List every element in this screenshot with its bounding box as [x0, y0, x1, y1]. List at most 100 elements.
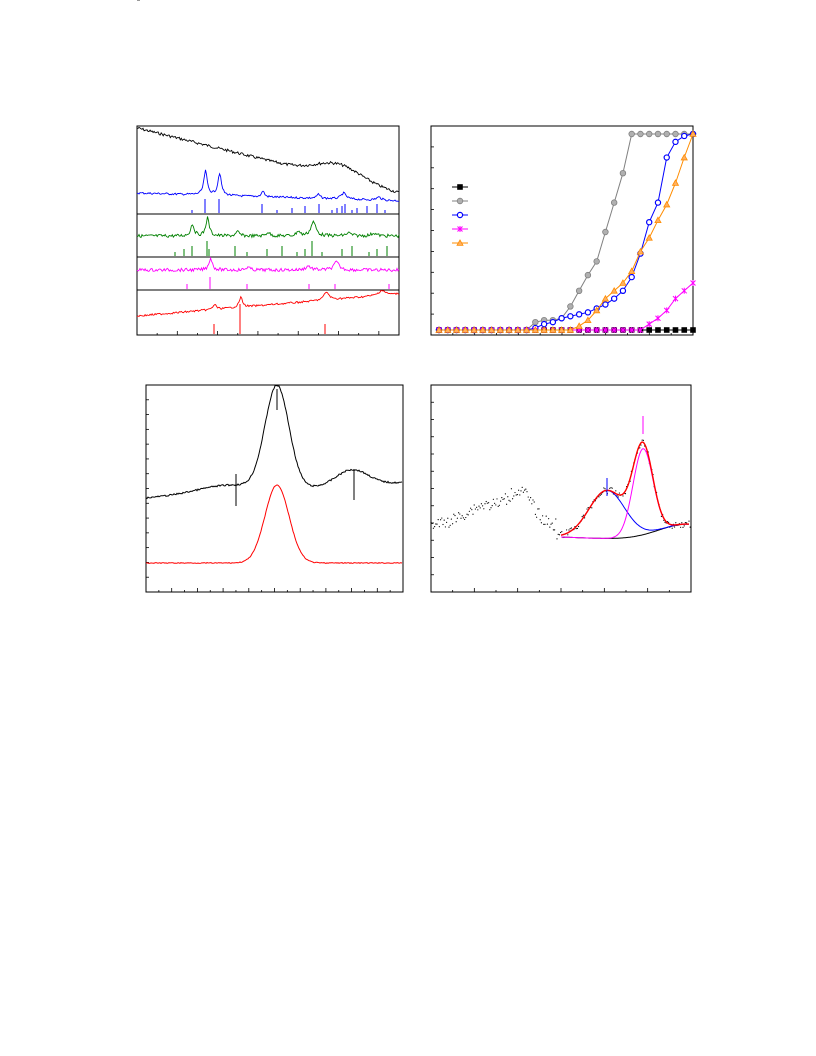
chart-a: [136, 0, 400, 336]
chart-b-frame: [430, 125, 694, 336]
chart-d-data-point: [516, 493, 519, 496]
chart-b-legend: [452, 184, 468, 246]
chart-d-data-point: [462, 517, 464, 519]
chart-b-point: [654, 216, 662, 224]
chart-a-frame: [136, 125, 400, 336]
chart-d-frame: [430, 384, 692, 593]
chart-d-data-point: [618, 492, 621, 494]
chart-b-legend-marker: [456, 197, 464, 205]
chart-d-data-point: [549, 526, 551, 528]
chart-d-data-point: [495, 504, 497, 506]
chart-b-point: [655, 315, 661, 322]
chart-d-data-point: [442, 523, 444, 526]
chart-b-point: [663, 307, 670, 314]
chart-d-data-point: [501, 497, 503, 499]
chart-d-marks: [430, 416, 691, 540]
chart-d-data-point: [680, 526, 682, 528]
chart-c-series-line: [145, 384, 403, 500]
chart-d-data-point: [477, 509, 479, 511]
chart-b-point: [592, 306, 601, 314]
chart-d-data-point: [543, 523, 545, 526]
chart-d-data-point: [536, 516, 538, 518]
chart-d-data-point: [443, 519, 445, 521]
chart-b-point: [479, 326, 487, 333]
chart-d-data-point: [587, 507, 589, 509]
chart-d-ticks: [430, 384, 692, 593]
chart-b-point: [628, 267, 636, 274]
chart-b-point: [452, 326, 461, 333]
chart-b-point: [575, 287, 583, 294]
chart-d-data-point: [554, 529, 556, 531]
chart-d-data-point: [507, 496, 509, 498]
chart-d-data-point: [599, 494, 601, 496]
chart-b-point: [663, 327, 670, 333]
chart-b-point: [654, 199, 662, 206]
chart-b-point: [680, 153, 688, 161]
chart-d-data-point: [502, 498, 504, 501]
chart-d-data-point: [544, 523, 546, 525]
chart-b-point: [646, 130, 653, 138]
chart-b-point: [610, 199, 618, 206]
chart-d-data-point: [483, 508, 485, 510]
chart-d-data-point: [557, 533, 559, 535]
chart-b-point: [637, 327, 644, 333]
chart-d-data-point: [531, 503, 533, 505]
chart-d-data-point: [551, 522, 553, 524]
chart-d-data-point: [532, 499, 534, 501]
chart-d-data-point: [490, 507, 492, 509]
chart-b-point: [690, 327, 696, 333]
chart-b-point: [663, 154, 670, 161]
chart-d-data-point: [604, 488, 606, 490]
chart-b-point: [690, 279, 696, 286]
chart-b-point: [619, 169, 627, 177]
chart-d-data-point: [466, 513, 468, 515]
chart-d-data-point: [437, 519, 439, 521]
chart-b-point: [522, 326, 531, 333]
chart-d-data-point: [603, 487, 605, 489]
chart-b-point: [557, 326, 566, 333]
chart-d-data-point: [591, 507, 593, 509]
chart-d-data-point: [566, 529, 568, 531]
chart-d-data-point: [491, 504, 493, 507]
chart-d-component-1: [560, 489, 689, 536]
chart-d-data-point: [671, 527, 673, 529]
chart-b-point: [654, 130, 662, 138]
chart-d-data-point: [498, 504, 500, 506]
chart-b-point: [628, 273, 635, 281]
chart-d-data-point: [642, 439, 645, 441]
chart-d-data-point: [430, 521, 432, 523]
chart-d-data-point: [436, 523, 438, 525]
chart-d-data-point: [533, 501, 535, 503]
chart-d-data-point: [480, 503, 482, 505]
chart-d-data-point: [525, 488, 527, 490]
chart-d-data-point: [454, 514, 456, 517]
chart-d-data-point: [494, 502, 496, 504]
chart-b-point: [540, 326, 548, 333]
chart-b-point: [549, 326, 557, 333]
chart-d-data-point: [485, 500, 487, 503]
chart-d-data-point: [470, 507, 472, 509]
chart-d-data-point: [456, 517, 458, 519]
chart-d-data-point: [526, 491, 528, 493]
chart-a-series-line: [136, 169, 400, 202]
chart-b-point: [584, 309, 592, 316]
chart-d-data-point: [511, 498, 514, 500]
chart-b-legend-marker: [456, 211, 464, 219]
chart-b-series-group: [435, 130, 697, 333]
chart-d-data-point: [639, 447, 641, 449]
chart-b-point: [585, 327, 591, 333]
chart-d-data-point: [460, 517, 462, 519]
chart-d-data-point: [575, 528, 577, 530]
chart-d-data-point: [578, 525, 580, 528]
chart-b-ticks: [430, 125, 694, 336]
chart-d-data-point: [435, 523, 437, 525]
chart-c-frame: [145, 384, 404, 593]
chart-c-ticks: [145, 384, 404, 593]
chart-d-data-point: [514, 491, 516, 494]
chart-d-data-point: [472, 513, 474, 515]
chart-b-point: [672, 138, 679, 146]
chart-a-ticks: [136, 0, 400, 335]
chart-b-point: [505, 326, 513, 333]
chart-b-point: [575, 322, 583, 329]
